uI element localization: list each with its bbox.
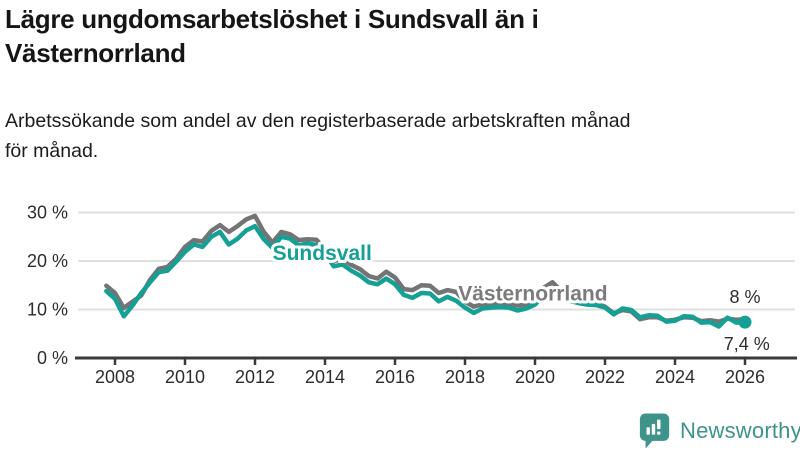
title-line-2: Västernorrland xyxy=(5,38,186,68)
title-line-1: Lägre ungdomsarbetslöshet i Sundsvall än… xyxy=(5,4,539,34)
end-value-label: 8 % xyxy=(729,287,760,307)
chart-subtitle: Arbetssökande som andel av den registerb… xyxy=(5,106,775,166)
page-title: Lägre ungdomsarbetslöshet i Sundsvall än… xyxy=(5,2,775,70)
series-end-dot xyxy=(738,315,752,329)
y-tick-label: 20 % xyxy=(27,251,68,271)
series-line-västernorrland xyxy=(104,213,748,324)
x-tick-label: 2010 xyxy=(165,367,205,387)
x-tick-label: 2022 xyxy=(585,367,625,387)
x-tick-label: 2008 xyxy=(95,367,135,387)
x-tick-label: 2024 xyxy=(655,367,695,387)
y-tick-label: 10 % xyxy=(27,300,68,320)
series-line-sundsvall xyxy=(104,223,748,329)
subtitle-line-2: för månad. xyxy=(5,140,99,162)
brand-wordmark: Newsworthy xyxy=(680,417,800,443)
end-value-label: 7,4 % xyxy=(724,334,770,354)
bar-chart-speech-bubble-icon xyxy=(639,413,670,449)
chart-header: Lägre ungdomsarbetslöshet i Sundsvall än… xyxy=(5,2,775,166)
series-label-sundsvall: Sundsvall xyxy=(273,242,372,265)
y-tick-label: 30 % xyxy=(27,203,68,223)
x-tick-label: 2018 xyxy=(445,367,485,387)
x-tick-label: 2012 xyxy=(235,367,275,387)
y-tick-label: 0 % xyxy=(37,348,68,368)
x-tick-label: 2016 xyxy=(375,367,415,387)
subtitle-line-1: Arbetssökande som andel av den registerb… xyxy=(5,110,631,132)
x-tick-label: 2014 xyxy=(305,367,345,387)
series-label-västernorrland: Västernorrland xyxy=(458,282,607,305)
brand-footer: Newsworthy xyxy=(638,411,800,450)
x-tick-label: 2026 xyxy=(725,367,765,387)
x-tick-label: 2020 xyxy=(515,367,555,387)
